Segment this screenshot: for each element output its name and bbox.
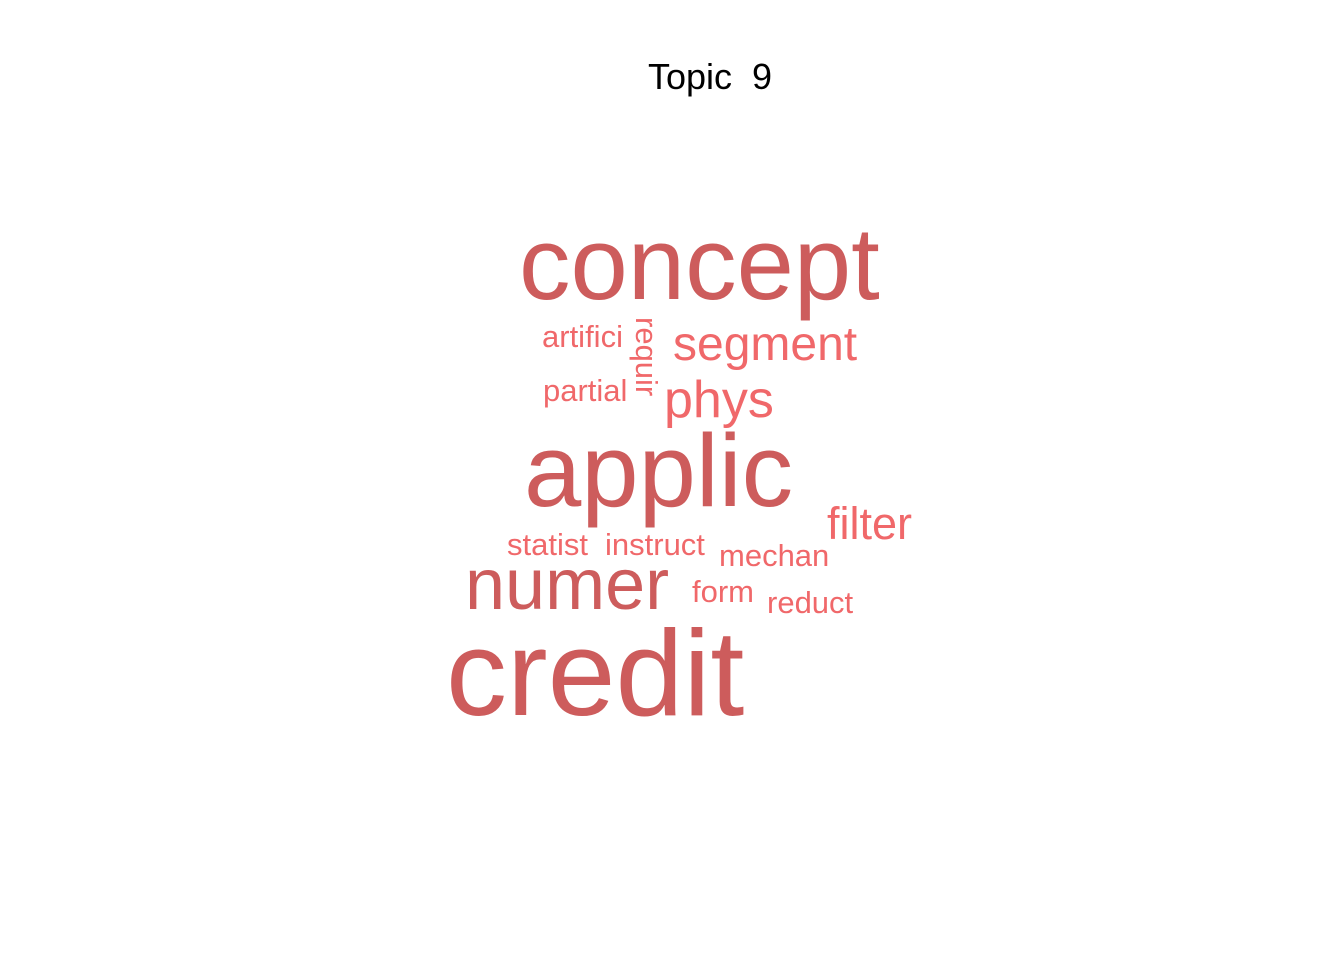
word-statist: statist (507, 527, 588, 562)
word-partial: partial (543, 373, 627, 408)
word-form: form (692, 574, 754, 609)
word-concept: concept (519, 206, 880, 321)
word-phys: phys (664, 371, 774, 429)
word-mechan: mechan (719, 538, 829, 573)
word-numer: numer (465, 545, 669, 625)
word-reduct: reduct (767, 585, 854, 620)
word-artifici: artifici (542, 319, 623, 354)
word-applic: applic (524, 413, 793, 528)
word-credit: credit (446, 605, 744, 741)
word-instruct: instruct (605, 527, 705, 562)
word-requir: requir (629, 317, 664, 396)
word-segment: segment (673, 318, 857, 371)
word-filter: filter (827, 498, 912, 549)
chart-title: Topic 9 (647, 56, 773, 97)
